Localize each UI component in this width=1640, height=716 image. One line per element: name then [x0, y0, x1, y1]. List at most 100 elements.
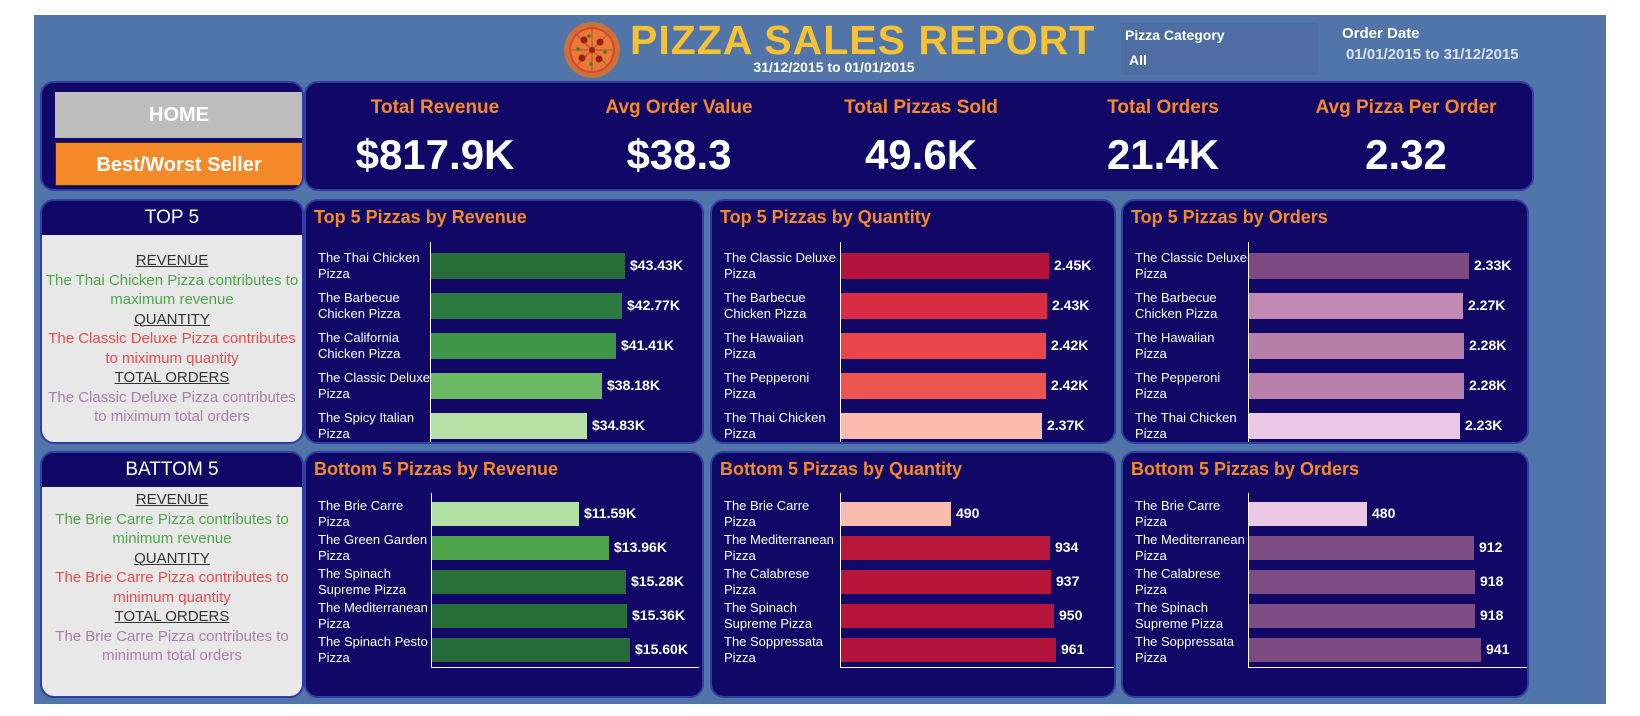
data-label: $11.59K [584, 505, 637, 521]
bar [841, 570, 1051, 594]
bar [841, 253, 1049, 279]
category-label: The Spinach Supreme Pizza [1135, 600, 1224, 631]
bar [431, 413, 587, 439]
top5-summary-title: TOP 5 [144, 207, 200, 228]
category-label: The Green Garden Pizza [318, 532, 428, 563]
nav-panel: HOME Best/Worst Seller [40, 81, 304, 191]
bar [1249, 536, 1474, 560]
category-label: The Mediterranean Pizza [1135, 532, 1245, 563]
category-label: The Thai Chicken Pizza [318, 250, 420, 281]
data-label: 2.23K [1465, 417, 1503, 433]
chart-title: Top 5 Pizzas by Orders [1131, 207, 1328, 227]
category-label: The California Chicken Pizza [318, 330, 401, 361]
kpi-label: Total Pizzas Sold [844, 97, 998, 118]
data-label: $15.28K [631, 573, 684, 589]
bottom5-summary-panel: BATTOM 5 REVENUE The Brie Carre Pizza co… [40, 451, 304, 698]
data-label: 934 [1055, 539, 1079, 555]
kpi-value: 2.32 [1365, 131, 1447, 178]
bar [432, 502, 579, 526]
kpi-label: Total Orders [1107, 97, 1219, 118]
category-label: The Soppressata Pizza [724, 634, 824, 665]
chart-title: Bottom 5 Pizzas by Quantity [720, 459, 963, 479]
chart-baseline [431, 667, 699, 668]
data-label: $15.60K [635, 641, 688, 657]
chart-axis [1248, 493, 1249, 667]
bar [432, 604, 627, 628]
orders-insight: The Classic Deluxe Pizza contributes to … [48, 388, 296, 426]
bar [1249, 604, 1475, 628]
data-label: $34.83K [592, 417, 645, 433]
bar [841, 293, 1047, 319]
quantity-heading: QUANTITY [134, 549, 210, 567]
bar [432, 536, 609, 560]
data-label: $15.36K [632, 607, 685, 623]
category-label: The Pepperoni Pizza [1135, 370, 1221, 401]
report-date-range: 31/12/2015 to 01/01/2015 [753, 59, 915, 75]
category-label: The Calabrese Pizza [724, 566, 810, 597]
data-label: 490 [956, 505, 980, 521]
category-label: The Spinach Supreme Pizza [318, 566, 407, 597]
data-label: 941 [1486, 641, 1510, 657]
data-label: $43.43K [630, 257, 683, 273]
orders-heading: TOTAL ORDERS [114, 369, 230, 386]
data-label: 912 [1479, 539, 1503, 555]
data-label: 950 [1059, 607, 1083, 623]
best-worst-seller-button[interactable]: Best/Worst Seller [55, 142, 302, 186]
category-label: The Calabrese Pizza [1135, 566, 1221, 597]
pizza-category-filter[interactable]: Pizza Category All [1121, 23, 1318, 75]
category-label: The Mediterranean Pizza [724, 532, 834, 563]
data-label: 2.33K [1474, 257, 1512, 273]
pizza-category-value[interactable]: All [1129, 52, 1147, 68]
bar [1249, 333, 1464, 359]
bar [1249, 502, 1367, 526]
order-date-label: Order Date [1342, 25, 1420, 42]
kpi-label: Avg Order Value [605, 97, 753, 118]
page-title: PIZZA SALES REPORT [630, 17, 1096, 63]
category-label: The Thai Chicken Pizza [724, 410, 826, 441]
data-label: $13.96K [614, 539, 667, 555]
bar [1249, 638, 1481, 662]
kpi-label: Avg Pizza Per Order [1315, 97, 1497, 118]
bar [432, 638, 630, 662]
chart-axis [840, 242, 841, 442]
category-label: The Spinach Pesto Pizza [318, 634, 428, 665]
kpi-value: 49.6K [864, 131, 978, 178]
chart-axis [1248, 242, 1249, 442]
home-button[interactable]: HOME [55, 92, 302, 138]
chart-axis [431, 493, 432, 667]
bar [431, 293, 622, 319]
bar [1249, 570, 1475, 594]
order-date-value[interactable]: 01/01/2015 to 31/12/2015 [1346, 46, 1519, 63]
category-label: The Classic Deluxe Pizza [724, 250, 836, 281]
bar [841, 413, 1042, 439]
bar [841, 502, 951, 526]
pizza-icon [564, 22, 620, 78]
kpi-panel: Total Revenue $817.9K Avg Order Value $3… [304, 81, 1534, 191]
data-label: 937 [1056, 573, 1080, 589]
bar [1249, 413, 1460, 439]
chart-title: Top 5 Pizzas by Revenue [314, 207, 527, 227]
category-label: The Brie Carre Pizza [318, 498, 404, 529]
bar [841, 536, 1050, 560]
bar [1249, 373, 1464, 399]
data-label: 961 [1061, 641, 1085, 657]
chart-title: Top 5 Pizzas by Quantity [720, 207, 931, 227]
top5-revenue-chart: Top 5 Pizzas by Revenue The Thai Chicken … [304, 199, 704, 444]
category-label: The Barbecue Chicken Pizza [724, 290, 807, 321]
top5-quantity-chart: Top 5 Pizzas by Quantity The Classic Delu… [710, 199, 1116, 444]
data-label: 2.43K [1052, 297, 1090, 313]
bar [841, 604, 1054, 628]
bottom5-summary-title: BATTOM 5 [125, 459, 219, 480]
chart-title: Bottom 5 Pizzas by Orders [1131, 459, 1360, 479]
bar [841, 638, 1056, 662]
quantity-insight: The Brie Carre Pizza contributes to mini… [55, 569, 289, 606]
category-label: The Barbecue Chicken Pizza [1135, 290, 1218, 321]
revenue-heading: REVENUE [135, 252, 209, 269]
chart-baseline [1248, 667, 1527, 668]
category-label: The Classic Deluxe Pizza [1135, 250, 1247, 281]
kpi-value: $817.9K [355, 131, 515, 178]
revenue-insight: The Thai Chicken Pizza contributes to ma… [45, 271, 299, 309]
bar [431, 373, 602, 399]
data-label: 2.42K [1051, 337, 1089, 353]
data-label: 918 [1480, 607, 1504, 623]
